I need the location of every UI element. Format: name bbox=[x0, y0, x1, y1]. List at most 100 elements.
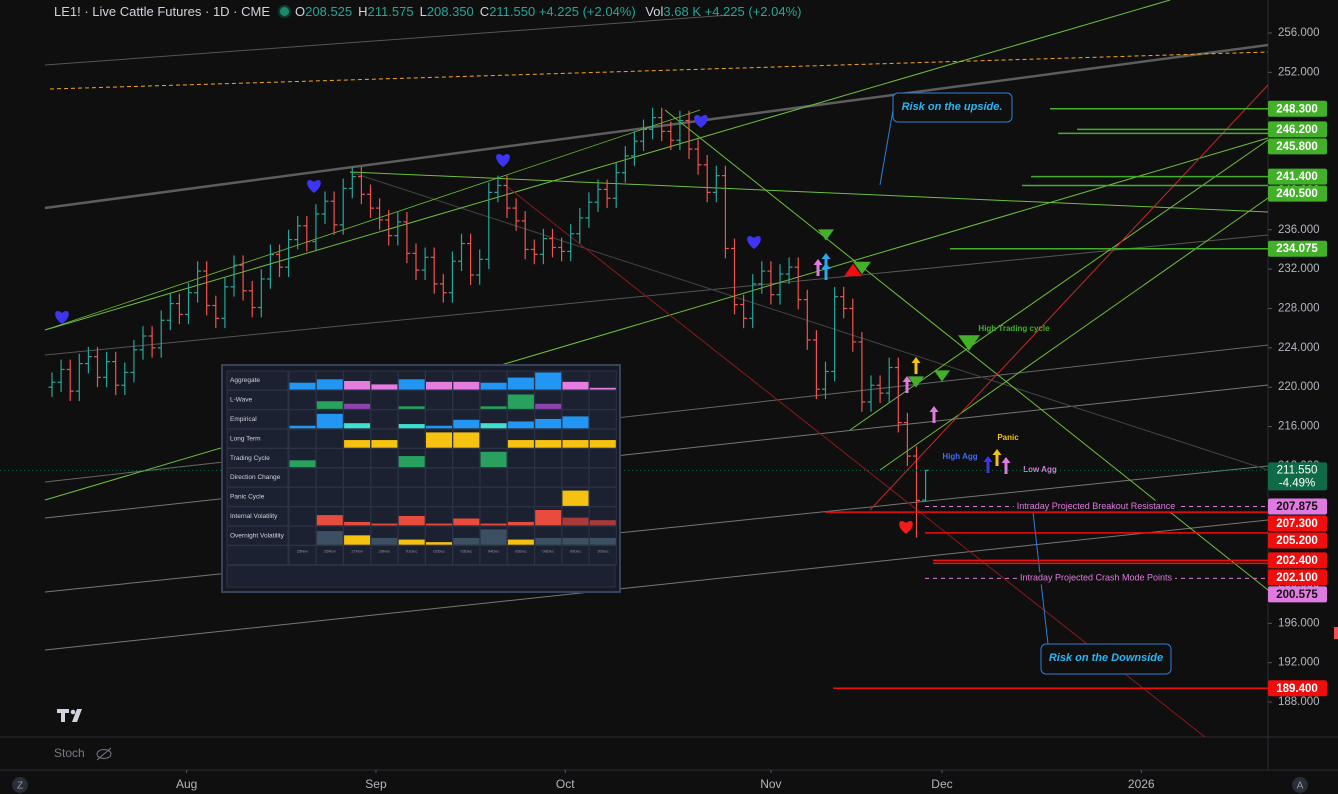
table-column-label: 04Dec bbox=[488, 549, 500, 554]
triangle-signal bbox=[934, 370, 950, 382]
table-cell bbox=[452, 486, 481, 507]
table-cell bbox=[452, 467, 481, 488]
footer-button[interactable] bbox=[12, 777, 28, 793]
table-column-label: 10Dec bbox=[597, 549, 609, 554]
indicator-table: Aggregate L-Wave Empirical Long Term Trading… bbox=[221, 364, 621, 593]
pane-label: Stoch bbox=[54, 746, 85, 760]
triangle-signal bbox=[818, 229, 834, 241]
annotation-box bbox=[892, 92, 1013, 123]
level-tag bbox=[1268, 552, 1327, 569]
arrow-signal bbox=[821, 253, 831, 270]
icon-part bbox=[96, 747, 112, 761]
level-tag-label: 189.400 bbox=[1276, 683, 1318, 695]
table-cell bbox=[588, 389, 617, 410]
arrow-signal bbox=[992, 449, 1002, 466]
table-bar bbox=[371, 440, 398, 448]
eye-off-icon[interactable] bbox=[96, 747, 112, 761]
level-tag bbox=[1268, 121, 1327, 138]
table-cell bbox=[343, 486, 372, 507]
table-cell bbox=[561, 389, 590, 410]
y-tick-label: 224.000 bbox=[1278, 342, 1320, 354]
table-bar bbox=[453, 419, 480, 429]
trend-line bbox=[879, 197, 1269, 471]
level-tag bbox=[1268, 185, 1327, 202]
table-bar bbox=[480, 451, 507, 468]
table-bar bbox=[562, 537, 589, 545]
table-bar bbox=[316, 515, 343, 526]
table-bar bbox=[535, 372, 562, 390]
table-cell bbox=[288, 428, 317, 449]
y-tick-label: 232.000 bbox=[1278, 263, 1320, 275]
annotation: High Agg bbox=[942, 452, 977, 461]
trend-line bbox=[349, 171, 1269, 471]
footer-button[interactable] bbox=[1292, 777, 1308, 793]
trend-line bbox=[44, 0, 1171, 331]
table-cell bbox=[315, 486, 344, 507]
table-row-label: Long Term bbox=[230, 435, 261, 442]
tv-logo bbox=[57, 709, 82, 722]
footer-label: Z bbox=[17, 781, 23, 792]
table-bar bbox=[480, 529, 507, 545]
header: LE1! · Live Cattle Futures · 1D · CME O20… bbox=[54, 4, 801, 19]
table-row-label: Aggregate bbox=[230, 377, 260, 384]
trend-line bbox=[44, 519, 1269, 651]
table-bar bbox=[507, 539, 534, 545]
level-tag-label: 234.075 bbox=[1276, 243, 1318, 255]
level-note-bg bbox=[1013, 500, 1179, 513]
heart-signal bbox=[694, 115, 708, 128]
table-bar bbox=[535, 403, 562, 409]
levels: Intraday Projected Breakout Resistance In… bbox=[0, 107, 1268, 690]
arrow-signal bbox=[821, 263, 831, 280]
table-bar bbox=[371, 537, 398, 545]
heart-signal bbox=[899, 521, 913, 534]
table-cell bbox=[288, 486, 317, 507]
level-tag-label: 241.400 bbox=[1276, 171, 1318, 183]
table-bar bbox=[562, 440, 589, 448]
x-tick-label: Dec bbox=[931, 777, 952, 791]
x-tick-label: 2026 bbox=[1128, 777, 1155, 791]
level-tag bbox=[1268, 100, 1327, 117]
table-bar bbox=[453, 537, 480, 545]
table-bar bbox=[562, 517, 589, 526]
table-cell bbox=[561, 448, 590, 469]
annotation-link bbox=[879, 109, 894, 186]
table-bar bbox=[398, 515, 425, 526]
table-cell bbox=[288, 525, 317, 546]
heart-signal bbox=[496, 154, 510, 167]
footer-label: A bbox=[1297, 781, 1304, 792]
axes: 256.000252.000248.000244.000240.000236.0… bbox=[176, 27, 1327, 791]
annotation-box bbox=[1040, 643, 1172, 675]
price-bars bbox=[48, 107, 930, 538]
table-bar bbox=[562, 416, 589, 429]
table-column-label: 26Nov bbox=[324, 549, 336, 554]
ohlc-value: 208.350 bbox=[426, 4, 474, 19]
trend-line bbox=[44, 109, 701, 331]
table-cell bbox=[370, 448, 399, 469]
table-column-label: 27Nov bbox=[351, 549, 363, 554]
ohlc-label: H bbox=[358, 4, 368, 19]
level-tag bbox=[1268, 586, 1327, 603]
table-bar bbox=[289, 460, 316, 468]
y-tick-label: 236.000 bbox=[1278, 224, 1320, 236]
y-tick-label: 192.000 bbox=[1278, 657, 1320, 669]
table-cell bbox=[370, 467, 399, 488]
trend-line bbox=[44, 43, 1269, 210]
change: +4.225 (+2.04%) bbox=[538, 4, 636, 19]
table-cell bbox=[588, 370, 617, 391]
level-tag-label: 245.800 bbox=[1276, 141, 1318, 153]
table-bar bbox=[453, 381, 480, 390]
table-cell bbox=[343, 467, 372, 488]
arrow-signal bbox=[911, 357, 921, 374]
trend-line bbox=[44, 234, 1269, 356]
table-cell bbox=[288, 389, 317, 410]
symbol-title: LE1! · Live Cattle Futures · 1D · CME bbox=[54, 4, 271, 19]
table-bar bbox=[507, 421, 534, 429]
table-footer bbox=[226, 565, 616, 588]
level-note: Intraday Projected Breakout Resistance bbox=[1017, 501, 1176, 511]
x-tick-label: Oct bbox=[556, 777, 575, 791]
ohlc-value: 208.525 bbox=[305, 4, 353, 19]
table-cell bbox=[506, 448, 535, 469]
table-row-label: Panic Cycle bbox=[230, 494, 265, 501]
level-note: Intraday Projected Crash Mode Points bbox=[1020, 573, 1173, 583]
level-tag-label: 202.400 bbox=[1276, 555, 1318, 567]
